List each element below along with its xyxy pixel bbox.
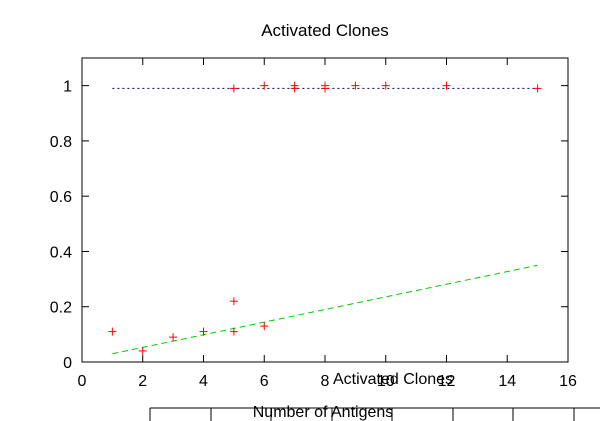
x-axis-label: Number of Antigens: [253, 404, 394, 421]
y-tick-label: 0.8: [50, 134, 72, 151]
data-point-marker: [138, 346, 147, 355]
axis-ticks: [81, 58, 569, 363]
data-point-marker: [260, 81, 269, 90]
x-tick-label: 14: [498, 373, 516, 390]
x-tick-labels: 0 2 4 6 8 10 12 14 16: [78, 373, 577, 390]
plot-frame: [81, 57, 569, 363]
data-point-marker: [533, 84, 542, 93]
data-point-marker: [108, 327, 117, 336]
x-tick-label: 6: [260, 373, 269, 390]
data-point-marker: [381, 81, 390, 90]
fit-lines: [112, 87, 538, 355]
data-point-marker: [199, 327, 208, 336]
x-tick-label: 10: [377, 373, 395, 390]
y-tick-label: 0: [63, 355, 72, 372]
data-point-marker: [321, 84, 329, 93]
y-tick-label: 0.4: [50, 244, 72, 261]
data-point-marker: [442, 81, 451, 90]
x-tick-label: 4: [199, 373, 208, 390]
data-point-marker: [229, 327, 238, 336]
x-tick-label: 0: [78, 373, 87, 390]
lower-fit-line: [112, 264, 538, 355]
x-tick-label: 2: [138, 373, 147, 390]
data-point-marker: [229, 84, 238, 93]
x-tick-label: 16: [559, 373, 577, 390]
overlay-axis-label: Activated Clones: [333, 371, 453, 388]
chart-title: Activated Clones: [261, 21, 389, 40]
overlay-axis-line: [149, 407, 600, 421]
data-points: [108, 81, 542, 355]
data-point-marker: [260, 322, 269, 331]
x-tick-label: 8: [321, 373, 330, 390]
y-tick-label: 0.2: [50, 300, 72, 317]
y-tick-label: 0.6: [50, 189, 72, 206]
x-tick-label: 12: [438, 373, 456, 390]
data-point-marker: [169, 333, 178, 342]
y-tick-labels: 0 0.2 0.4 0.6 0.8 1: [50, 79, 72, 372]
data-point-marker: [229, 297, 238, 306]
data-point-marker: [351, 81, 360, 90]
y-tick-label: 1: [63, 79, 72, 96]
data-point-marker: [290, 84, 299, 93]
